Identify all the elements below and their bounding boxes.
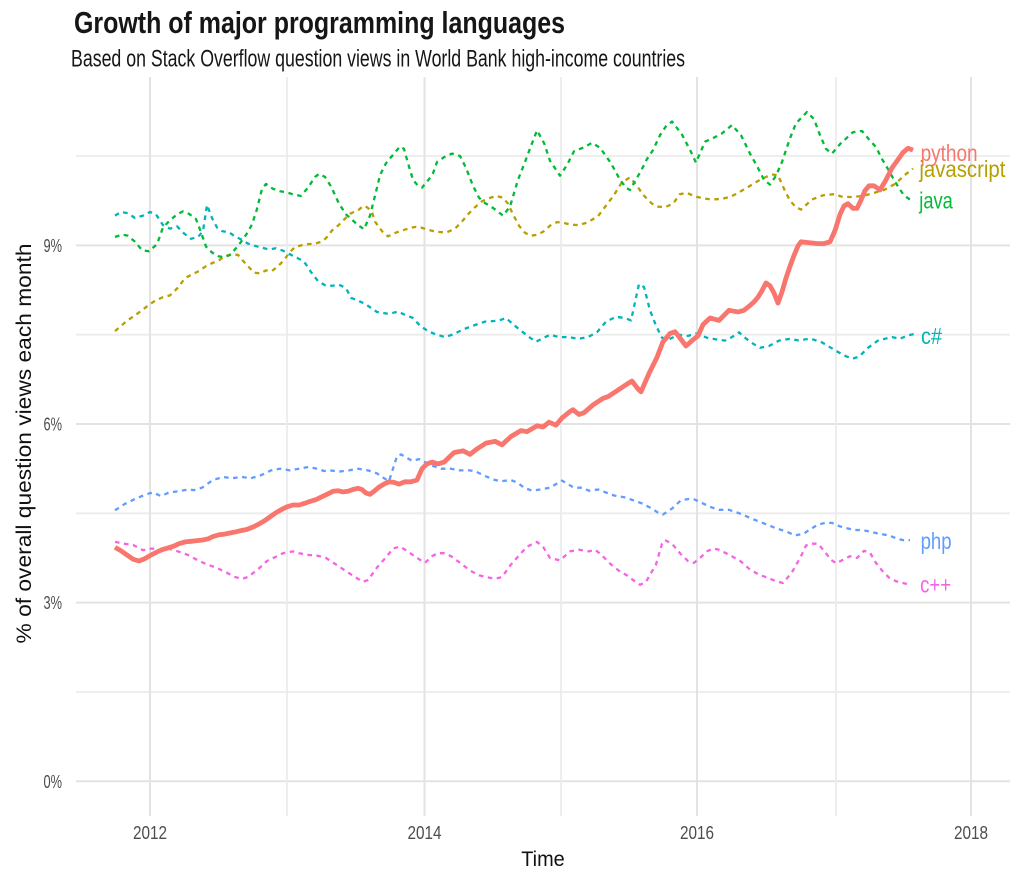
svg-text:9%: 9% bbox=[44, 235, 63, 256]
svg-text:Growth of major programming la: Growth of major programming languages bbox=[74, 5, 565, 40]
svg-text:2012: 2012 bbox=[133, 822, 167, 843]
svg-text:2014: 2014 bbox=[408, 822, 442, 843]
svg-text:c++: c++ bbox=[920, 572, 951, 598]
svg-text:2018: 2018 bbox=[954, 822, 988, 843]
svg-text:3%: 3% bbox=[44, 592, 63, 613]
svg-text:java: java bbox=[919, 188, 953, 214]
svg-text:% of overall question views ea: % of overall question views each month bbox=[12, 244, 36, 644]
svg-text:php: php bbox=[921, 528, 952, 554]
svg-text:0%: 0% bbox=[44, 771, 63, 792]
svg-text:6%: 6% bbox=[44, 414, 63, 435]
svg-text:javascript: javascript bbox=[919, 156, 1006, 182]
svg-text:python: python bbox=[921, 140, 978, 166]
svg-text:c#: c# bbox=[921, 323, 942, 349]
svg-text:Time: Time bbox=[521, 847, 565, 871]
svg-text:2016: 2016 bbox=[680, 822, 714, 843]
svg-text:Based on Stack Overflow questi: Based on Stack Overflow question views i… bbox=[71, 46, 685, 73]
